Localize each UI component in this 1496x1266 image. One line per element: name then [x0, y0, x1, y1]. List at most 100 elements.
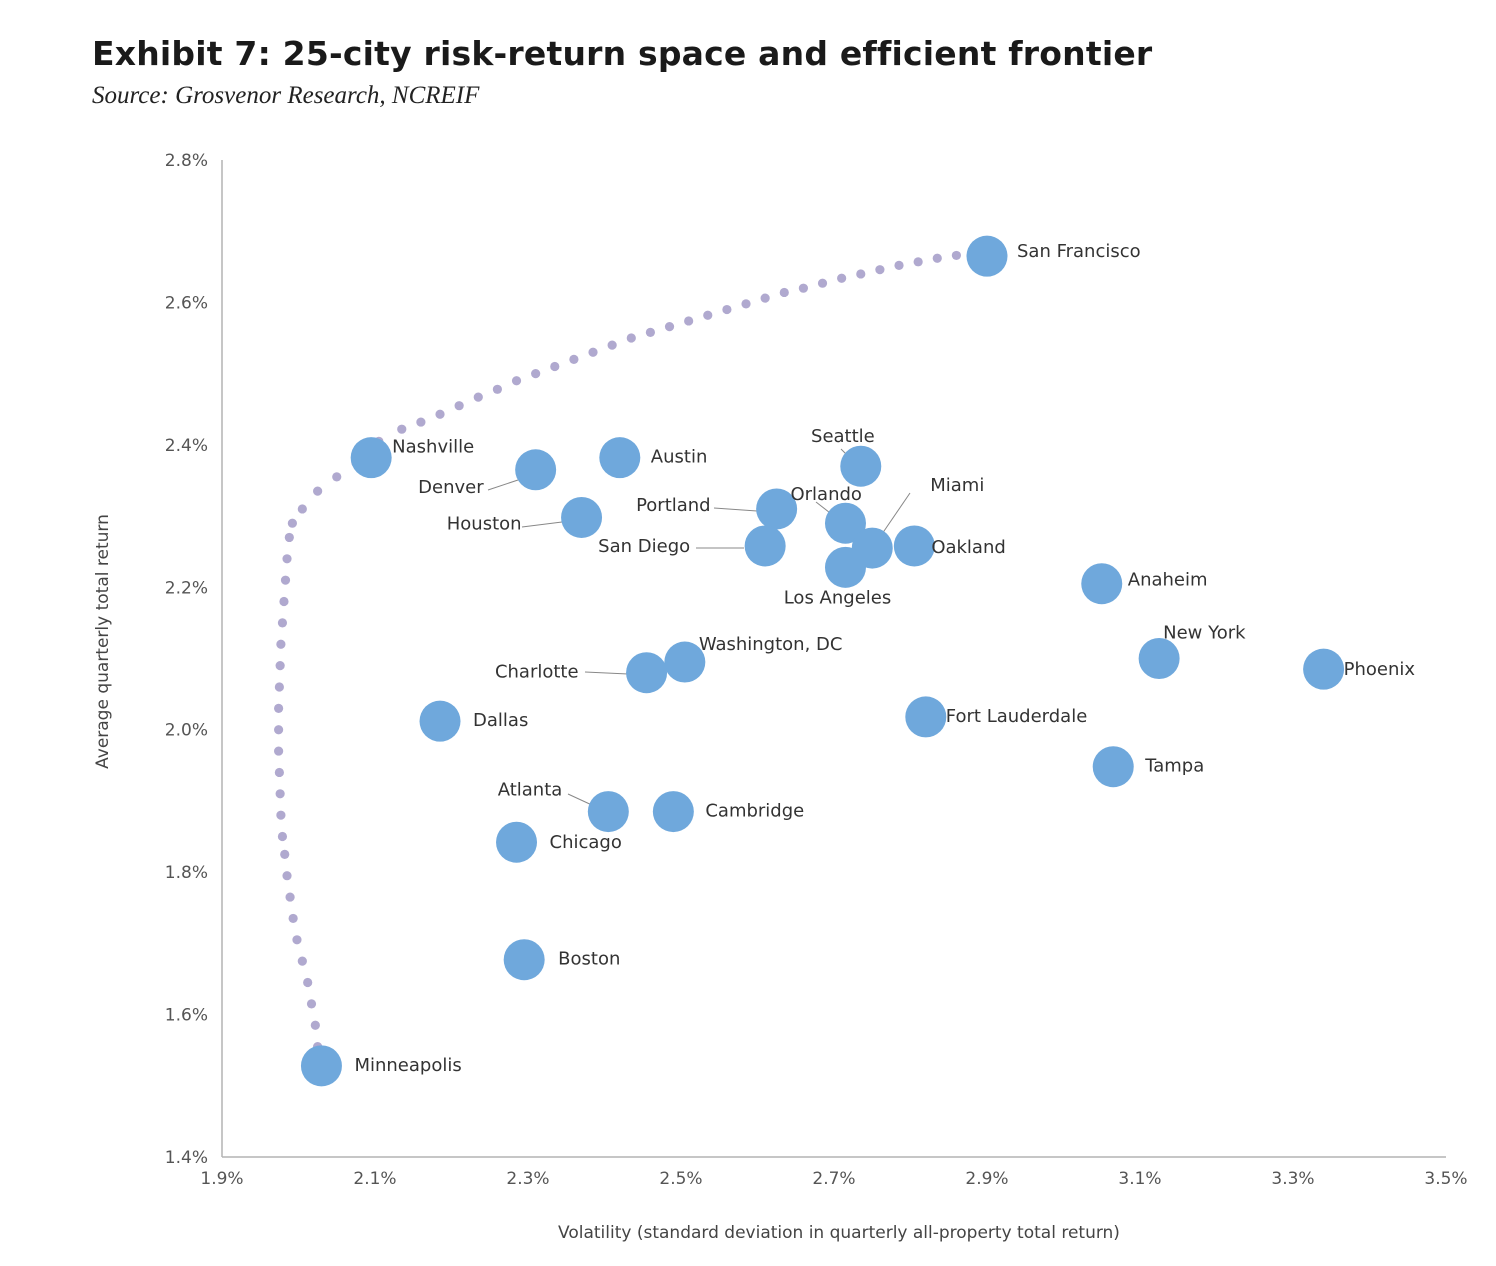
y-tick-label: 2.0% [165, 721, 208, 741]
city-points [300, 235, 1345, 1087]
city-label: Washington, DC [699, 634, 843, 655]
city-point [350, 437, 392, 479]
chart-title: Exhibit 7: 25-city risk-return space and… [92, 34, 1153, 73]
city-point [893, 525, 935, 567]
frontier-dot [306, 999, 317, 1009]
city-label: Phoenix [1344, 659, 1416, 680]
city-point [756, 488, 798, 530]
frontier-dot [276, 639, 286, 649]
frontier-dot [875, 265, 885, 275]
x-tick-label: 1.9% [200, 1169, 243, 1189]
y-axis-title: Average quarterly total return [93, 514, 113, 769]
city-label: Los Angeles [784, 587, 892, 608]
frontier-dot [280, 575, 291, 585]
city-label: New York [1163, 623, 1246, 644]
x-tick-label: 2.9% [965, 1169, 1008, 1189]
frontier-dot [274, 746, 284, 756]
leader-line [487, 479, 519, 491]
x-axis-title: Volatility (standard deviation in quarte… [558, 1223, 1120, 1243]
frontier-dot [531, 369, 541, 379]
frontier-dot [275, 789, 285, 799]
frontier-dot [664, 322, 675, 332]
frontier-dot [913, 257, 923, 267]
y-tick-label: 1.6% [165, 1006, 208, 1026]
frontier-dot [274, 767, 284, 778]
city-label: Minneapolis [354, 1055, 461, 1076]
frontier-dot [588, 347, 598, 357]
city-label: Austin [651, 447, 708, 468]
city-point [840, 445, 882, 487]
frontier-dot [703, 310, 713, 320]
frontier-dot [856, 269, 866, 279]
frontier-dot [798, 283, 809, 293]
city-point [561, 496, 603, 538]
frontier-dot [274, 703, 284, 713]
frontier-dot [282, 554, 292, 564]
city-point [664, 641, 706, 683]
x-tick-label: 2.5% [659, 1169, 702, 1189]
frontier-dot [569, 354, 579, 364]
city-point [1081, 563, 1123, 605]
city-label: Atlanta [498, 780, 563, 801]
city-point [1092, 746, 1134, 788]
frontier-dot [276, 810, 286, 820]
city-label: San Diego [598, 536, 690, 557]
city-point [744, 525, 786, 567]
frontier-dot [454, 401, 464, 411]
frontier-dot [303, 977, 313, 988]
frontier-dot [310, 1020, 320, 1030]
city-point [905, 696, 947, 738]
leader-line [521, 521, 563, 528]
frontier-dot [626, 333, 636, 343]
city-label: Anaheim [1128, 570, 1208, 591]
city-label: Fort Lauderdale [946, 706, 1088, 727]
frontier-dot [275, 661, 285, 671]
city-point [1303, 648, 1345, 690]
efficient-frontier [274, 248, 981, 1052]
frontier-dot [282, 871, 292, 881]
city-label: Orlando [790, 484, 861, 505]
frontier-dot [285, 892, 295, 902]
frontier-dot [397, 424, 407, 434]
city-label: Cambridge [705, 801, 804, 822]
frontier-dot [894, 260, 904, 270]
city-label: Denver [418, 477, 484, 498]
city-label: Houston [447, 513, 522, 534]
y-tick-label: 2.8% [165, 151, 208, 171]
y-tick-label: 2.6% [165, 293, 208, 313]
leader-line [713, 507, 758, 512]
city-label: Seattle [811, 426, 875, 447]
frontier-dot [292, 935, 302, 945]
city-point [496, 821, 538, 863]
frontier-dot [274, 682, 284, 692]
x-tick-label: 2.7% [812, 1169, 855, 1189]
city-label: Chicago [550, 832, 622, 853]
frontier-dot [722, 304, 732, 315]
city-point [300, 1045, 342, 1087]
frontier-dot [416, 417, 426, 427]
x-tick-label: 3.3% [1271, 1169, 1314, 1189]
y-tick-label: 1.8% [165, 863, 208, 883]
y-tick-label: 1.4% [165, 1148, 208, 1168]
city-label: Miami [930, 475, 984, 496]
frontier-dot [297, 504, 307, 514]
city-label: Tampa [1144, 756, 1204, 777]
y-tick-label: 2.2% [165, 578, 208, 598]
frontier-dot [277, 618, 288, 628]
city-point [503, 939, 545, 981]
frontier-dot [684, 316, 694, 326]
frontier-dot [287, 518, 297, 528]
frontier-dot [645, 327, 656, 337]
city-label: Portland [636, 495, 711, 516]
frontier-dot [951, 250, 962, 261]
frontier-dot [435, 409, 445, 419]
city-point [515, 449, 557, 491]
axes: 1.9% 2.1% 2.3% 2.5% 2.7% 2.9% 3.1% 3.3% 3.5% 1.4%… [165, 151, 1468, 1189]
x-tick-label: 2.1% [353, 1169, 396, 1189]
leader-line [881, 492, 911, 535]
city-label: Dallas [473, 710, 528, 731]
city-label: Charlotte [495, 662, 579, 683]
frontier-dot [284, 532, 294, 543]
city-point [1138, 638, 1180, 679]
